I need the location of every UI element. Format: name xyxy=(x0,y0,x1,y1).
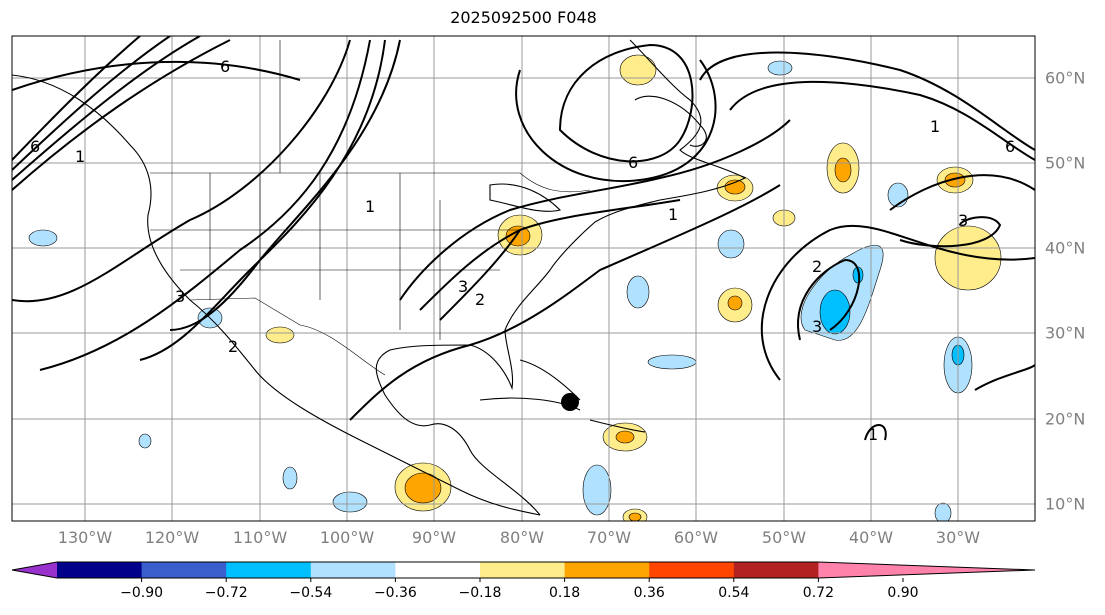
shaded-anomalies xyxy=(28,54,1002,521)
colorbar-tick-label: −0.72 xyxy=(204,585,248,601)
lon-label: 100°W xyxy=(319,528,375,547)
contour-label: 2 xyxy=(228,337,238,356)
lon-label: 60°W xyxy=(673,528,719,547)
colorbar-extend-max xyxy=(818,562,1035,578)
contour-label: 1 xyxy=(868,425,878,444)
lat-label: 30°N xyxy=(1045,323,1086,343)
contour-lines xyxy=(12,36,1035,441)
lon-label: 40°W xyxy=(848,528,894,547)
colorbar-tick-label: 0.54 xyxy=(718,585,750,601)
coastlines xyxy=(12,39,747,516)
graticule xyxy=(12,36,1035,521)
lon-label: 50°W xyxy=(761,528,807,547)
contour-label: 2 xyxy=(475,290,485,309)
contour-label: 1 xyxy=(75,147,85,166)
colorbar-tick-label: −0.54 xyxy=(289,585,333,601)
lat-label: 20°N xyxy=(1045,409,1086,429)
colorbar-tick-label: 0.72 xyxy=(802,585,834,601)
lon-label: 70°W xyxy=(586,528,632,547)
contour-label: 2 xyxy=(812,257,822,276)
lat-label: 50°N xyxy=(1045,153,1086,173)
contour-label: 1 xyxy=(365,197,375,216)
contour-label: 6 xyxy=(220,57,230,76)
storm-center-marker xyxy=(561,393,579,411)
contour-label: 6 xyxy=(628,153,638,172)
lat-label: 10°N xyxy=(1045,494,1086,514)
lon-label: 130°W xyxy=(57,528,113,547)
lon-label: 90°W xyxy=(411,528,457,547)
lon-label: 80°W xyxy=(499,528,545,547)
borders xyxy=(150,40,591,376)
colorbar-tick-label: 0.36 xyxy=(633,585,665,601)
colorbar xyxy=(11,561,1036,582)
contour-label: 3 xyxy=(958,211,968,230)
colorbar-segment xyxy=(564,562,650,578)
colorbar-tick-label: 0.18 xyxy=(549,585,581,601)
colorbar-segment xyxy=(57,562,143,578)
lon-label: 30°W xyxy=(935,528,981,547)
colorbar-segment xyxy=(649,562,735,578)
contour-label: 3 xyxy=(175,287,185,306)
contour-label: 3 xyxy=(812,317,822,336)
contour-label: 1 xyxy=(668,205,678,224)
colorbar-tick-label: 0.90 xyxy=(887,585,919,601)
colorbar-tick-label: −0.90 xyxy=(120,585,164,601)
colorbar-segment xyxy=(733,562,819,578)
lat-label: 60°N xyxy=(1045,68,1086,88)
colorbar-segment xyxy=(226,562,312,578)
colorbar-segment xyxy=(480,562,566,578)
colorbar-segment xyxy=(395,562,481,578)
lat-label: 40°N xyxy=(1045,238,1086,258)
colorbar-segment xyxy=(141,562,227,578)
lon-label: 110°W xyxy=(232,528,288,547)
contour-label: 3 xyxy=(458,277,468,296)
map-title: 2025092500 F048 xyxy=(450,8,597,27)
lon-label: 120°W xyxy=(144,528,200,547)
contour-label-group: 6 1 6 3 2 1 6 1 2 3 2 3 6 1 3 1 xyxy=(30,57,1015,444)
colorbar-segment xyxy=(310,562,396,578)
colorbar-tick-label: −0.36 xyxy=(373,585,417,601)
contour-label: 1 xyxy=(930,117,940,136)
colorbar-tick-label: −0.18 xyxy=(458,585,502,601)
contour-label: 6 xyxy=(30,137,40,156)
contour-label: 6 xyxy=(1005,137,1015,156)
colorbar-extend-min xyxy=(12,562,57,578)
